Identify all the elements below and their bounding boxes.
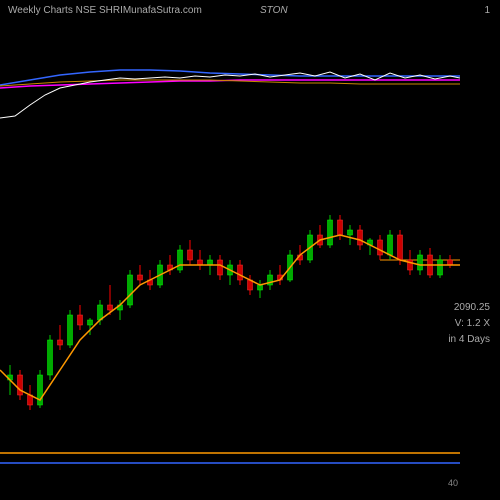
chart-symbol: STON — [260, 5, 288, 16]
volume-label: V: 1.2 X — [448, 316, 490, 332]
days-label: in 4 Days — [448, 332, 490, 348]
indicator-chart — [0, 40, 460, 120]
indicator-panel — [0, 40, 460, 120]
last-price: 2090.25 — [448, 300, 490, 316]
price-panel — [0, 170, 460, 430]
volume-chart — [0, 445, 460, 475]
price-info-box: 2090.25 V: 1.2 X in 4 Days — [448, 300, 490, 348]
chart-header: Weekly Charts NSE SHRIMunafaSutra.com ST… — [0, 5, 500, 20]
chart-page: 1 — [484, 5, 490, 16]
candlestick-chart — [0, 170, 460, 430]
chart-title: Weekly Charts NSE SHRIMunafaSutra.com — [8, 5, 202, 16]
volume-scale-label: 40 — [448, 478, 458, 488]
volume-panel — [0, 445, 460, 475]
